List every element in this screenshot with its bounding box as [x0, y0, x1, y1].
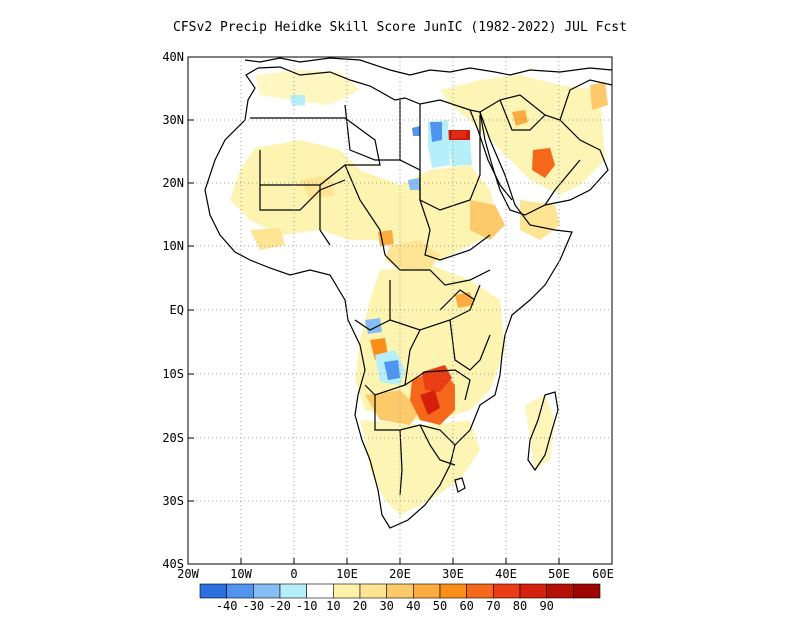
colorbar-label: -10	[296, 599, 318, 613]
colorbar-swatch	[226, 583, 254, 599]
lat-label: 30S	[162, 494, 184, 508]
lat-label: 20S	[162, 431, 184, 445]
lon-label: 0	[290, 567, 297, 581]
lat-label: 30N	[162, 113, 184, 127]
colorbar-labels: -40 -30 -20 -10 10 20 30 40 50 60 70 80 90	[216, 599, 554, 613]
lon-label: 10E	[336, 567, 358, 581]
colorbar-swatch	[253, 583, 281, 599]
lon-label: 30E	[442, 567, 464, 581]
lon-label: 20E	[389, 567, 411, 581]
skill-score-shading	[230, 70, 608, 515]
colorbar-label: -20	[269, 599, 291, 613]
colorbar-label: 40	[406, 599, 420, 613]
lat-label: 40N	[162, 50, 184, 64]
colorbar-swatch	[519, 583, 547, 599]
lon-label: 40E	[495, 567, 517, 581]
colorbar-swatch	[466, 583, 494, 599]
lat-label: 40S	[162, 557, 184, 571]
grid-lines	[188, 57, 612, 564]
colorbar-swatch	[333, 583, 361, 599]
colorbar-label: 50	[433, 599, 447, 613]
colorbar-label: 90	[539, 599, 553, 613]
tick-marks	[188, 56, 560, 565]
colorbar-swatch	[279, 583, 307, 599]
colorbar-swatch	[306, 583, 334, 599]
map-title: CFSv2 Precip Heidke Skill Score JunIC (1…	[173, 20, 627, 35]
lon-label: 10W	[230, 567, 252, 581]
colorbar	[199, 583, 601, 599]
colorbar-label: 80	[513, 599, 527, 613]
colorbar-label: 70	[486, 599, 500, 613]
country-boundaries	[204, 57, 612, 529]
lat-label: 10S	[162, 367, 184, 381]
colorbar-label: 60	[459, 599, 473, 613]
colorbar-label: -40	[216, 599, 238, 613]
colorbar-label: 20	[353, 599, 367, 613]
lat-label: EQ	[170, 303, 184, 317]
colorbar-label: 30	[379, 599, 393, 613]
lat-label: 20N	[162, 176, 184, 190]
colorbar-swatch	[386, 583, 414, 599]
lat-label: 10N	[162, 239, 184, 253]
colorbar-swatch	[493, 583, 521, 599]
colorbar-label: -30	[242, 599, 264, 613]
colorbar-swatch	[439, 583, 467, 599]
lon-label: 60E	[592, 567, 614, 581]
colorbar-swatch	[573, 583, 601, 599]
lon-label: 20W	[177, 567, 199, 581]
colorbar-swatch	[546, 583, 574, 599]
colorbar-swatch	[413, 583, 441, 599]
colorbar-swatch	[359, 583, 387, 599]
lon-label: 50E	[548, 567, 570, 581]
colorbar-swatch	[199, 583, 227, 599]
colorbar-label: 10	[326, 599, 340, 613]
